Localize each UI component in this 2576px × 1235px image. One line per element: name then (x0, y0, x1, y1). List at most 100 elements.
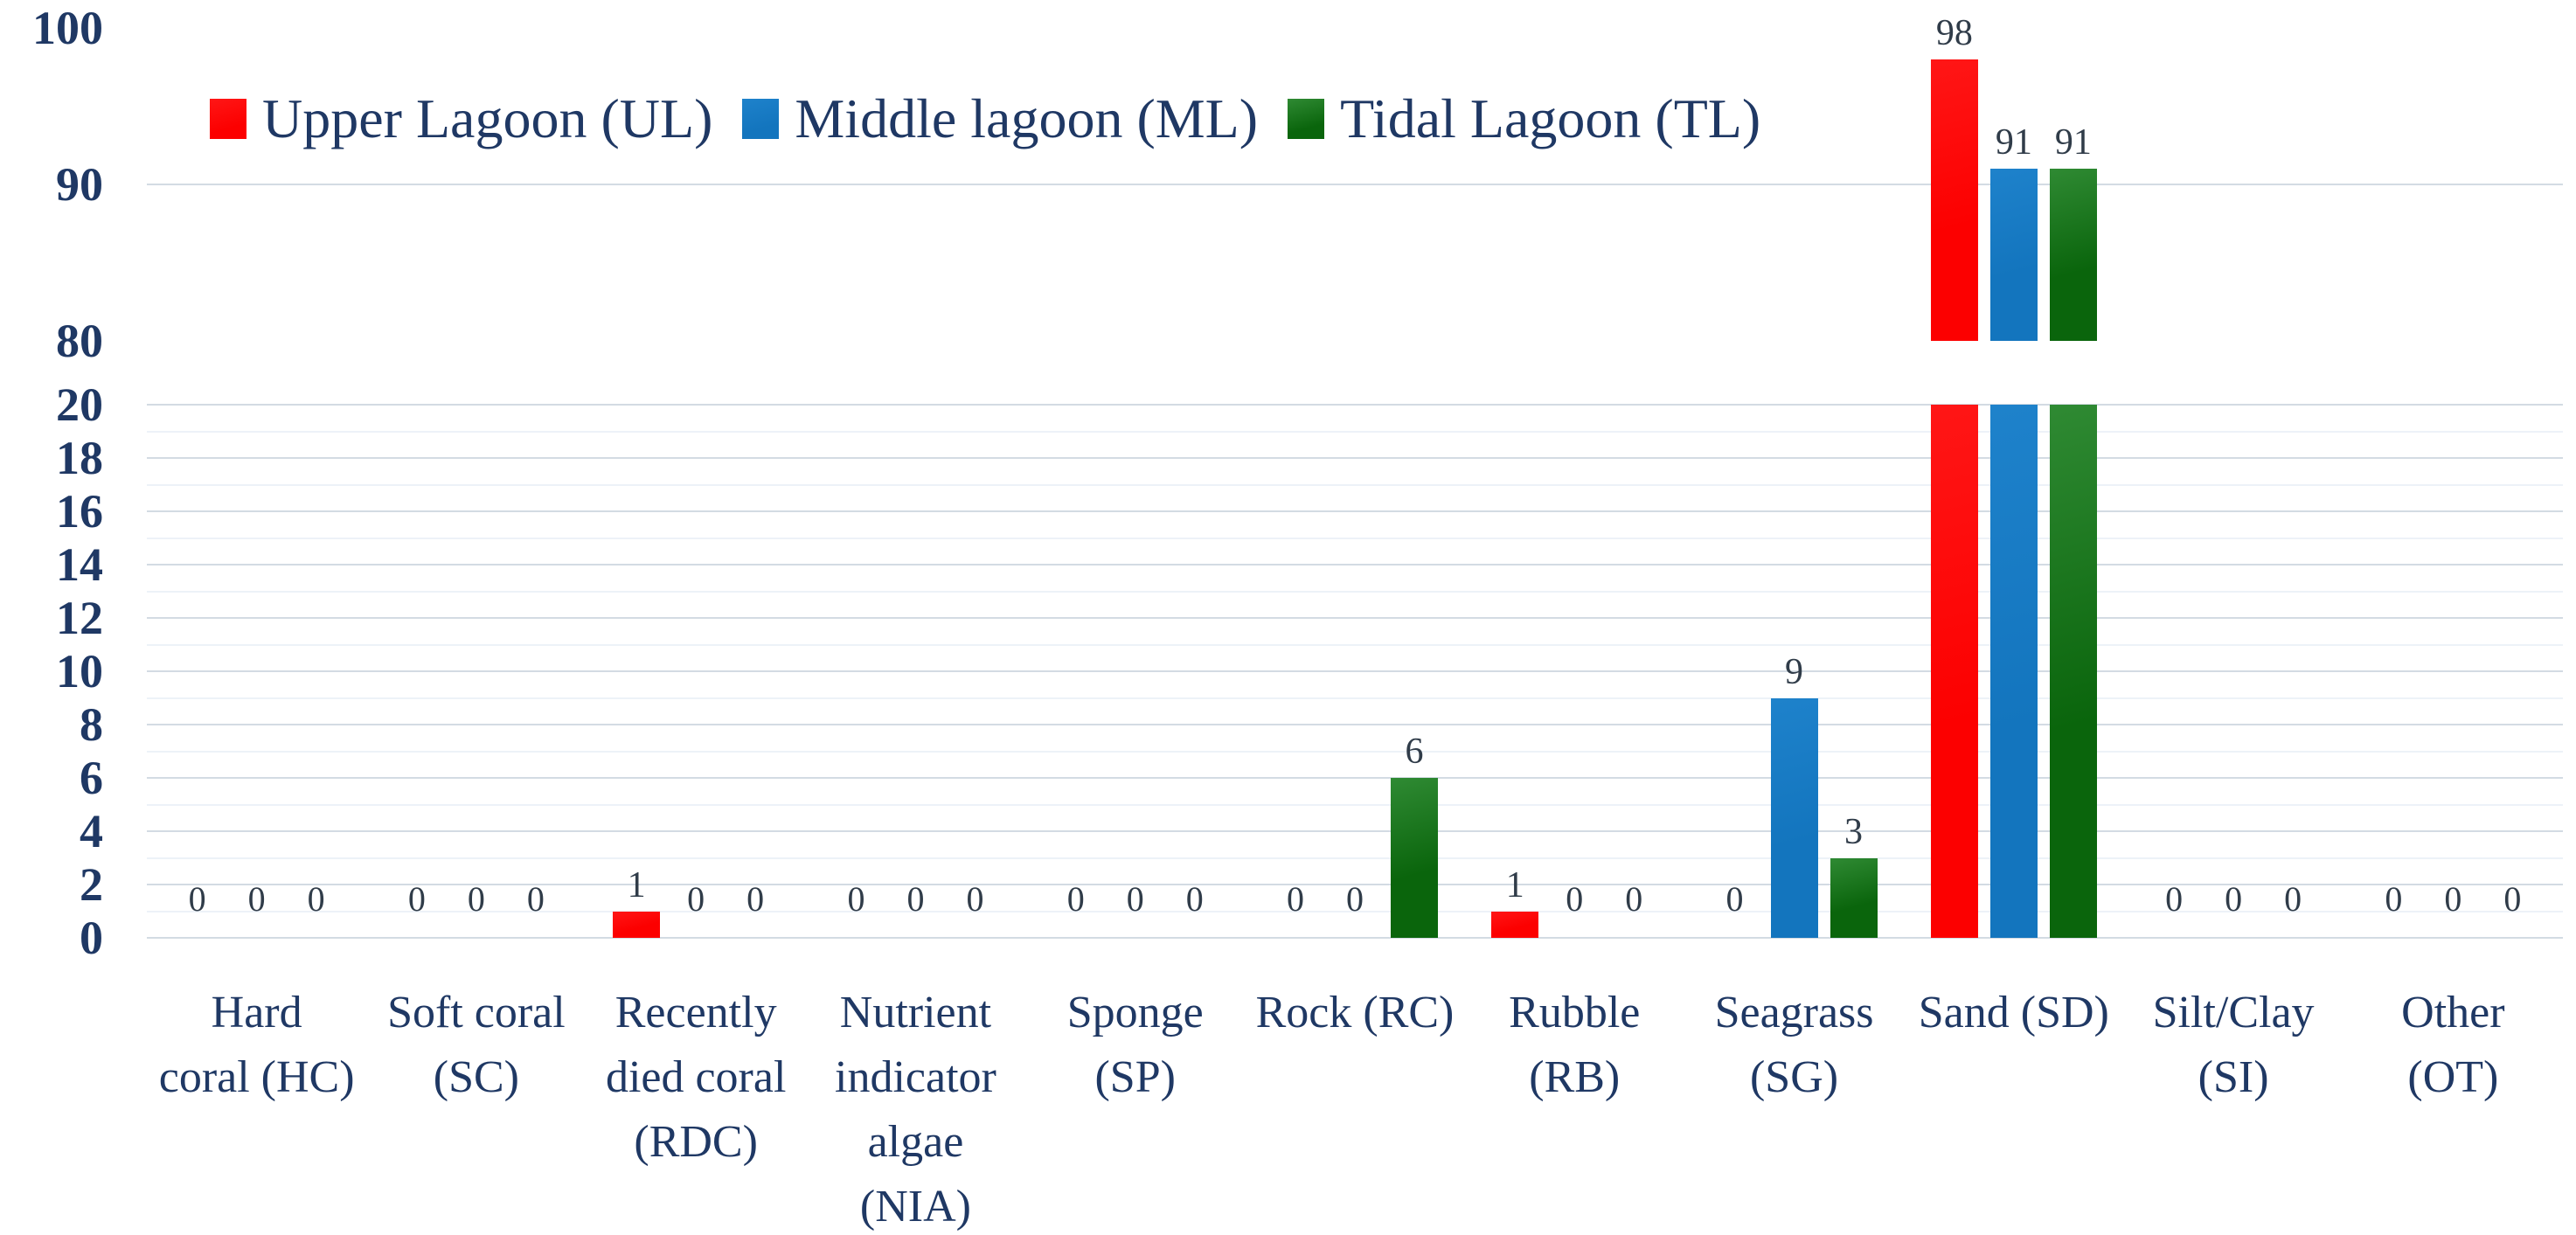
gridline-minor (147, 483, 2563, 486)
bar-value-label: 0 (1185, 879, 1204, 919)
y-axis-tick-label: 6 (80, 752, 103, 804)
y-axis-tick-label: 20 (56, 378, 103, 431)
bar-value-label: 0 (2284, 879, 2302, 919)
x-category-label: Silt/Clay (SI) (2123, 981, 2343, 1110)
x-category-label-line: Silt/Clay (2152, 988, 2315, 1037)
gridline-major (147, 404, 2563, 406)
bar-value-label: 0 (847, 879, 865, 919)
bar-value-label: 9 (1785, 651, 1804, 692)
bar-value-label: 0 (906, 879, 925, 919)
x-category-label-line: indicator (835, 1052, 996, 1102)
gridline-major (147, 510, 2563, 512)
bar-value-label: 1 (627, 864, 646, 905)
bar-value-label: 0 (1725, 879, 1744, 919)
legend-swatch (742, 99, 780, 139)
gridline-minor (147, 910, 2563, 912)
bar (2049, 405, 2097, 938)
gridline-major (147, 184, 2563, 185)
x-category-label: Rubble (RB) (1465, 981, 1684, 1110)
bar-value-label: 0 (2444, 879, 2462, 919)
legend-label: Upper Lagoon (UL) (262, 87, 713, 149)
gridline-major (147, 777, 2563, 779)
x-category-label-line: Other (2401, 988, 2505, 1037)
bar-value-label: 0 (407, 879, 426, 919)
x-category-label: Sponge (SP) (1025, 981, 1245, 1110)
x-category-label-line: coral (HC) (158, 1052, 355, 1102)
bar (2049, 169, 2097, 341)
gridline-minor (147, 750, 2563, 753)
bar-value-label: 0 (687, 879, 705, 919)
gridline-major (147, 884, 2563, 885)
bar-value-label: 91 (2054, 122, 2092, 163)
x-category-label: Rock (RC) (1245, 981, 1464, 1045)
bar-value-label: 91 (1995, 122, 2032, 163)
legend-item: Middle lagoon (ML) (742, 91, 1258, 147)
bar-value-label: 0 (1126, 879, 1144, 919)
y-axis-tick-label: 2 (80, 858, 103, 911)
x-category-label-line: Nutrient (839, 988, 992, 1037)
x-category-label: Sand (SD) (1904, 981, 2123, 1045)
bar-value-label: 0 (966, 879, 984, 919)
x-category-label-line: Rubble (1509, 988, 1641, 1037)
bar-value-label: 6 (1405, 732, 1424, 772)
bar-value-label: 0 (247, 879, 266, 919)
bar-value-label: 0 (1287, 879, 1304, 919)
x-category-label: Hard coral (HC) (147, 981, 366, 1110)
y-axis-tick-label: 4 (80, 805, 103, 857)
gridline-minor (147, 803, 2563, 806)
x-category-label-line: algae (867, 1117, 964, 1167)
legend-swatch (1288, 99, 1325, 139)
gridline-minor (147, 643, 2563, 646)
bar-value-label: 0 (1566, 879, 1584, 919)
bar-value-label: 0 (2165, 879, 2184, 919)
x-category-label-line: Soft coral (387, 988, 566, 1037)
gridline-minor (147, 697, 2563, 699)
y-axis-tick-label: 16 (56, 485, 103, 538)
bar-value-label: 0 (2225, 879, 2243, 919)
bar-value-label: 0 (1346, 879, 1364, 919)
x-category-label-line: Hard (211, 988, 302, 1037)
x-category-label-line: Sponge (1066, 988, 1204, 1037)
bar-value-label: 98 (1935, 12, 1973, 53)
bar-value-label: 0 (526, 879, 545, 919)
y-axis-tick-label: 10 (56, 645, 103, 697)
y-axis-tick-label: 100 (32, 2, 103, 54)
gridline-minor (147, 857, 2563, 859)
x-category-label: Nutrient indicator algae (NIA) (806, 981, 1025, 1235)
bar (1989, 405, 2038, 938)
bar-value-label: 0 (2503, 879, 2522, 919)
y-axis-tick-label: 14 (56, 538, 103, 591)
y-axis-tick-label: 0 (80, 912, 103, 964)
x-category-label-line: Sand (SD) (1918, 988, 2109, 1037)
x-category-label-line: Seagrass (1714, 988, 1874, 1037)
bar-value-label: 0 (467, 879, 485, 919)
x-category-label-line: (OT) (2407, 1052, 2499, 1102)
gridline-major (147, 830, 2563, 832)
bar-value-label: 0 (1066, 879, 1085, 919)
legend: Upper Lagoon (UL) Middle lagoon (ML) Tidal… (210, 91, 1760, 147)
y-axis-tick-label: 12 (56, 592, 103, 644)
x-category-label-line: (SC) (433, 1052, 520, 1102)
gridline-major (147, 670, 2563, 672)
gridline-major (147, 724, 2563, 725)
legend-swatch (210, 99, 246, 139)
bar (1989, 169, 2038, 341)
legend-item: Upper Lagoon (UL) (210, 91, 712, 147)
x-category-label: Soft coral (SC) (366, 981, 586, 1110)
bar (613, 911, 661, 938)
x-category-label-line: (SP) (1094, 1052, 1176, 1102)
y-axis-tick-label: 90 (56, 158, 103, 211)
x-category-label: Other (OT) (2343, 981, 2563, 1110)
x-category-label-line: Recently (614, 988, 777, 1037)
legend-label: Tidal Lagoon (TL) (1340, 87, 1761, 149)
y-axis-tick-label: 8 (80, 698, 103, 751)
gridline-minor (147, 537, 2563, 539)
gridline-major (147, 564, 2563, 565)
bar-value-label: 0 (307, 879, 325, 919)
gridline-major (147, 617, 2563, 619)
legend-item: Tidal Lagoon (TL) (1288, 91, 1760, 147)
bar-value-label: 1 (1505, 864, 1524, 905)
x-category-label-line: died coral (605, 1052, 787, 1102)
